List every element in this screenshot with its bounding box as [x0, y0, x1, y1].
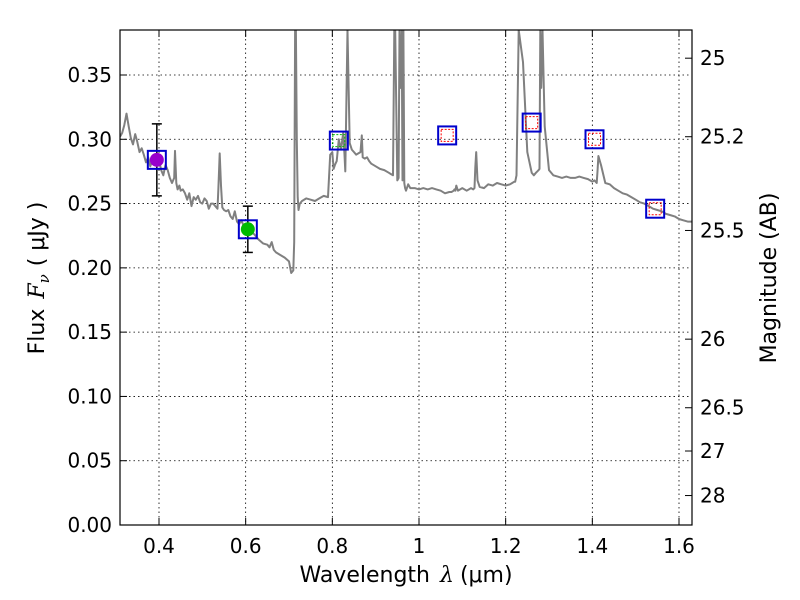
x-tick-label: 0.8 — [316, 534, 348, 558]
y-tick-label: 0.30 — [67, 127, 112, 151]
marker-filter-606 — [237, 205, 258, 254]
observed-upper-box — [525, 116, 539, 130]
model-photometry-box — [146, 149, 167, 170]
y-axis-label: Flux Fν ( μJy ) — [25, 202, 53, 355]
observed-upper-box — [332, 134, 346, 148]
model-photometry-box — [645, 198, 666, 219]
marker-filter-125 — [521, 112, 542, 133]
x-tick-label: 0.4 — [143, 534, 175, 558]
magnitude-tick-label: 25 — [700, 46, 725, 70]
observed-upper-box — [588, 132, 601, 146]
spectrum-line — [120, 30, 692, 274]
observed-point — [149, 152, 164, 167]
x-axis-label: Wavelength λ (μm) — [299, 563, 512, 588]
model-photometry-box — [584, 129, 605, 150]
x-tick-label: 1.6 — [663, 534, 695, 558]
y-tick-label: 0.20 — [67, 256, 112, 280]
y-axis-label-subscript: ν — [35, 274, 53, 283]
observed-upper-box — [648, 202, 662, 216]
x-tick-label: 1.2 — [490, 534, 522, 558]
plot-background — [120, 30, 692, 525]
photometry-markers — [146, 112, 666, 254]
grid-lines — [120, 30, 692, 525]
magnitude-tick-label: 25.5 — [700, 218, 745, 242]
observed-point — [240, 222, 255, 237]
model-photometry-box — [328, 130, 349, 151]
x-tick-label: 1 — [413, 534, 426, 558]
y-tick-label: 0.05 — [67, 449, 112, 473]
y-axis-ticks: 0.00 0.05 0.10 0.15 0.20 0.25 0.30 0.35 — [67, 63, 127, 537]
magnitude-axis-label: Magnitude (AB) — [757, 193, 782, 364]
observed-upper-box — [440, 128, 454, 142]
magnitude-tick-label: 28 — [700, 484, 725, 508]
y-axis-label-text: Flux — [25, 309, 50, 355]
marker-filter-140 — [584, 129, 605, 150]
magnitude-tick-label: 27 — [700, 439, 725, 463]
x-axis-ticks: 0.4 0.6 0.8 1 1.2 1.4 1.6 — [143, 30, 695, 558]
plot-frame — [119, 29, 693, 526]
x-axis-label-text: Wavelength — [299, 563, 430, 588]
magnitude-tick-label: 25.2 — [700, 125, 745, 149]
y-tick-label: 0.35 — [67, 63, 112, 87]
y-axis-label-unit: ( μJy ) — [25, 202, 50, 267]
y-tick-label: 0.25 — [67, 192, 112, 216]
x-tick-label: 1.4 — [576, 534, 608, 558]
marker-filter-814 — [328, 130, 349, 151]
y-tick-label: 0.10 — [67, 384, 112, 408]
marker-filter-160 — [645, 198, 666, 219]
marker-filter-105 — [437, 125, 458, 146]
spectrum-series — [120, 30, 692, 274]
magnitude-tick-label: 26 — [700, 327, 725, 351]
x-axis-label-symbol: λ — [439, 563, 454, 588]
y-tick-label: 0.00 — [67, 513, 112, 537]
marker-filter-410 — [146, 123, 167, 197]
x-tick-label: 0.6 — [230, 534, 262, 558]
x-axis-label-unit: (μm) — [460, 563, 513, 588]
model-photometry-box — [521, 112, 542, 133]
y-axis-label-symbol: F — [25, 283, 50, 300]
y-tick-label: 0.15 — [67, 320, 112, 344]
model-photometry-box — [237, 219, 258, 240]
model-photometry-box — [437, 125, 458, 146]
magnitude-tick-label: 26.5 — [700, 396, 745, 420]
magnitude-axis-ticks: 25 25.2 25.5 26 26.5 27 28 — [685, 46, 745, 508]
